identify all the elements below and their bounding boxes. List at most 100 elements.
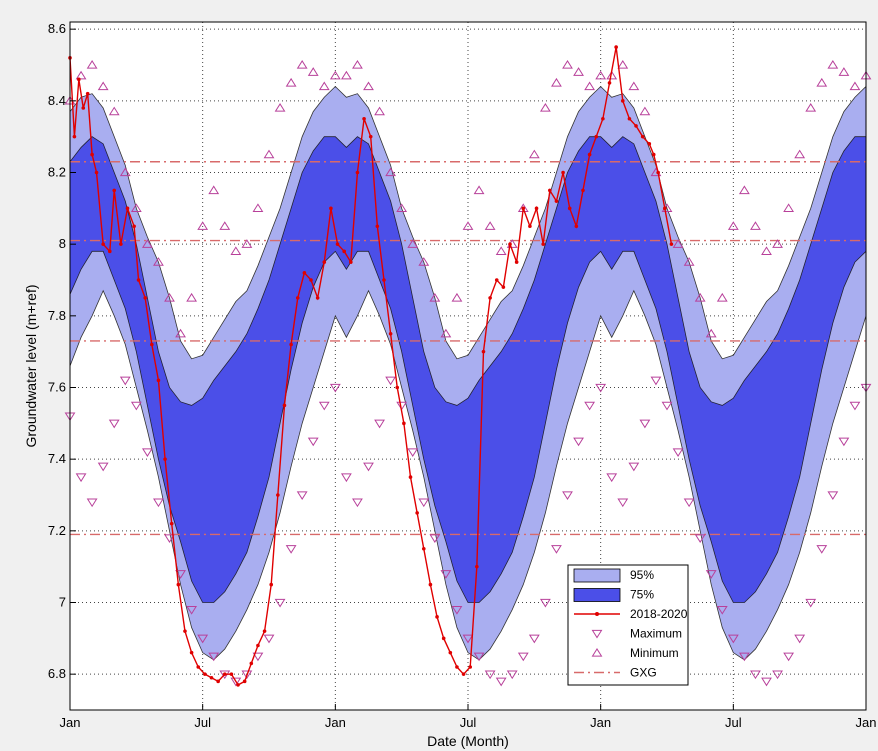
minimum-marker [318, 81, 330, 91]
maximum-marker [363, 462, 374, 472]
minimum-marker [440, 328, 452, 338]
minimum-marker [783, 203, 795, 212]
minimum-marker [407, 239, 419, 248]
observed-point [614, 45, 618, 49]
observed-point [349, 260, 353, 264]
minimum-marker [208, 185, 220, 195]
observed-point [183, 629, 187, 633]
observed-point [662, 206, 667, 211]
maximum-marker [108, 419, 120, 429]
minimum-marker [694, 292, 706, 302]
minimum-marker [75, 70, 87, 80]
minimum-marker [573, 67, 584, 76]
minimum-marker [462, 221, 474, 230]
observed-point [203, 672, 207, 676]
observed-point [94, 170, 99, 175]
y-tick-label: 7.4 [48, 451, 66, 466]
x-axis-label: Date (Month) [427, 733, 509, 749]
observed-point [421, 546, 426, 551]
observed-point [282, 403, 287, 408]
observed-point [81, 106, 86, 110]
legend-label: 75% [630, 588, 654, 602]
observed-point [209, 675, 214, 680]
observed-point [587, 152, 592, 157]
maximum-marker [661, 401, 673, 411]
minimum-marker [374, 106, 385, 116]
observed-point [541, 242, 545, 246]
minimum-marker [396, 203, 408, 212]
maximum-marker [186, 606, 198, 615]
minimum-marker [241, 239, 253, 248]
maximum-marker [705, 570, 717, 579]
x-tick-label: Jan [590, 715, 611, 730]
observed-point [101, 242, 105, 246]
maximum-marker [263, 634, 275, 644]
gxg-lines [70, 161, 866, 536]
observed-point [108, 249, 112, 254]
maximum-marker [407, 448, 419, 457]
maximum-marker [816, 545, 828, 554]
minimum-marker [473, 185, 485, 195]
minimum-marker [562, 60, 573, 69]
minimum-marker [827, 60, 839, 69]
minimum-marker [307, 67, 319, 76]
observed-point [150, 342, 154, 347]
minimum-marker [539, 103, 551, 112]
observed-point [494, 278, 499, 282]
maximum-marker [352, 498, 363, 508]
observed-point [647, 142, 652, 146]
maximum-marker [484, 670, 496, 680]
observed-point [315, 296, 320, 300]
maximum-marker [639, 419, 651, 429]
minimum-marker [329, 70, 341, 80]
y-tick-label: 8.6 [48, 21, 66, 36]
maximum-marker [750, 670, 761, 680]
observed-point [132, 224, 136, 229]
y-tick-label: 8 [59, 236, 66, 251]
maximum-marker [130, 401, 142, 411]
minimum-marker [716, 292, 728, 302]
maximum-marker [738, 652, 750, 662]
maximum-marker [440, 570, 452, 579]
observed-point [156, 378, 161, 383]
minimum-marker [363, 81, 374, 91]
maximum-marker [727, 634, 739, 644]
minimum-marker [86, 60, 98, 69]
observed-point [382, 278, 386, 282]
x-tick-label: Jul [725, 715, 742, 730]
minimum-marker [617, 60, 629, 69]
observed-point [289, 342, 293, 347]
maximum-marker [307, 437, 319, 447]
observed-point [567, 206, 572, 211]
minimum-marker [451, 292, 463, 302]
maximum-marker [208, 652, 220, 662]
observed-point [651, 152, 656, 157]
observed-point [125, 206, 130, 211]
minimum-marker [816, 77, 828, 87]
observed-point [581, 188, 585, 193]
minimum-marker [197, 221, 209, 230]
maximum-marker [418, 498, 430, 508]
maximum-marker [827, 491, 839, 500]
observed-point [468, 665, 473, 669]
maximum-marker [153, 498, 164, 508]
minimum-marker [606, 70, 618, 80]
maximum-marker [584, 401, 596, 411]
legend-box [567, 564, 689, 686]
maximum-marker [849, 401, 861, 411]
y-tick-label: 6.8 [48, 666, 66, 681]
minimum-marker [761, 246, 772, 255]
observed-point [176, 582, 181, 587]
minimum-marker [628, 81, 640, 91]
observed-point [441, 636, 446, 641]
minimum-marker [252, 203, 264, 212]
minimum-marker [141, 239, 153, 248]
maximum-marker [805, 598, 817, 608]
minimum-marker [385, 167, 397, 177]
observed-point [554, 199, 559, 203]
minimum-marker [108, 106, 120, 116]
observed-series [68, 45, 674, 687]
minimum-marker [672, 239, 684, 248]
y-tick-label: 7 [59, 595, 66, 610]
